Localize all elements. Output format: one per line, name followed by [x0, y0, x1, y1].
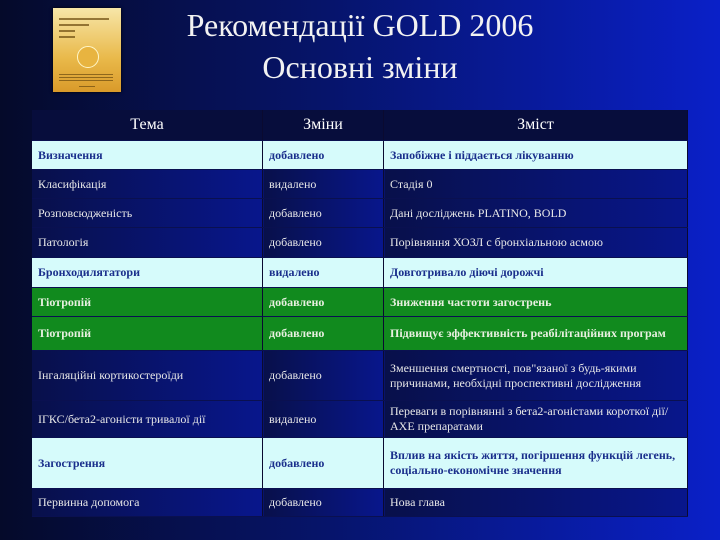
table-row: Бронходилятатори видалено Довготривало дію… — [32, 257, 688, 288]
content-cell: Підвищує эффективність реабілітаційних п… — [383, 316, 688, 351]
table-header-row: Тема Зміни Зміст — [32, 110, 688, 141]
content-cell: Вплив на якість життя, погіршення функці… — [383, 437, 688, 489]
topic-cell: Тіотропій — [32, 316, 263, 351]
table-row: Загострення добавлено Вплив на якість житт… — [32, 437, 688, 489]
table-row: Інгаляційні кортикостероїди добавлено Змен… — [32, 350, 688, 401]
change-cell: добавлено — [262, 488, 384, 517]
change-cell: добавлено — [262, 198, 384, 228]
content-cell: Зниження частоти загострень — [383, 287, 688, 317]
change-cell: добавлено — [262, 140, 384, 170]
change-cell: видалено — [262, 400, 384, 438]
gold-report-cover-image — [53, 8, 121, 92]
table-row: Патологія добавлено Порівняння ХОЗЛ с брон… — [32, 227, 688, 258]
table-row: Класифікація видалено Стадія 0 — [32, 169, 688, 199]
table-row: Визначення добавлено Запобіжне і піддаєтьс… — [32, 140, 688, 170]
content-cell: Переваги в порівнянні з бета2-агоністами… — [383, 400, 688, 438]
change-cell: добавлено — [262, 316, 384, 351]
change-cell: видалено — [262, 257, 384, 288]
slide-subtitle: Основні зміни — [262, 49, 458, 85]
slide-title: Рекомендації GOLD 2006 — [186, 7, 534, 43]
topic-cell: Первинна допомога — [32, 488, 263, 517]
topic-cell: ІГКС/бета2-агоністи тривалої дії — [32, 400, 263, 438]
topic-cell: Визначення — [32, 140, 263, 170]
header-content: Зміст — [383, 110, 688, 141]
content-cell: Нова глава — [383, 488, 688, 517]
topic-cell: Патологія — [32, 227, 263, 258]
header-topic: Тема — [32, 110, 263, 141]
content-cell: Зменшення смертності, пов"язаної з будь-… — [383, 350, 688, 401]
gold-changes-table: Тема Зміни Зміст Визначення добавлено Запо… — [32, 110, 688, 517]
content-cell: Довготривало діючі дорожчі — [383, 257, 688, 288]
change-cell: добавлено — [262, 437, 384, 489]
change-cell: добавлено — [262, 350, 384, 401]
content-cell: Дані досліджень PLATINO, BOLD — [383, 198, 688, 228]
table-row: Тіотропій добавлено Підвищує эффективність… — [32, 316, 688, 351]
content-cell: Стадія 0 — [383, 169, 688, 199]
topic-cell: Тіотропій — [32, 287, 263, 317]
table-row: Первинна допомога добавлено Нова глава — [32, 488, 688, 517]
content-cell: Запобіжне і піддається лікуванню — [383, 140, 688, 170]
topic-cell: Загострення — [32, 437, 263, 489]
change-cell: видалено — [262, 169, 384, 199]
topic-cell: Класифікація — [32, 169, 263, 199]
topic-cell: Бронходилятатори — [32, 257, 263, 288]
change-cell: добавлено — [262, 227, 384, 258]
table-row: Розповсюдженість добавлено Дані досліджень… — [32, 198, 688, 228]
header-changes: Зміни — [262, 110, 384, 141]
topic-cell: Інгаляційні кортикостероїди — [32, 350, 263, 401]
table-row: ІГКС/бета2-агоністи тривалої дії видалено… — [32, 400, 688, 438]
content-cell: Порівняння ХОЗЛ с бронхіальною асмою — [383, 227, 688, 258]
change-cell: добавлено — [262, 287, 384, 317]
table-row: Тіотропій добавлено Зниження частоти загос… — [32, 287, 688, 317]
topic-cell: Розповсюдженість — [32, 198, 263, 228]
